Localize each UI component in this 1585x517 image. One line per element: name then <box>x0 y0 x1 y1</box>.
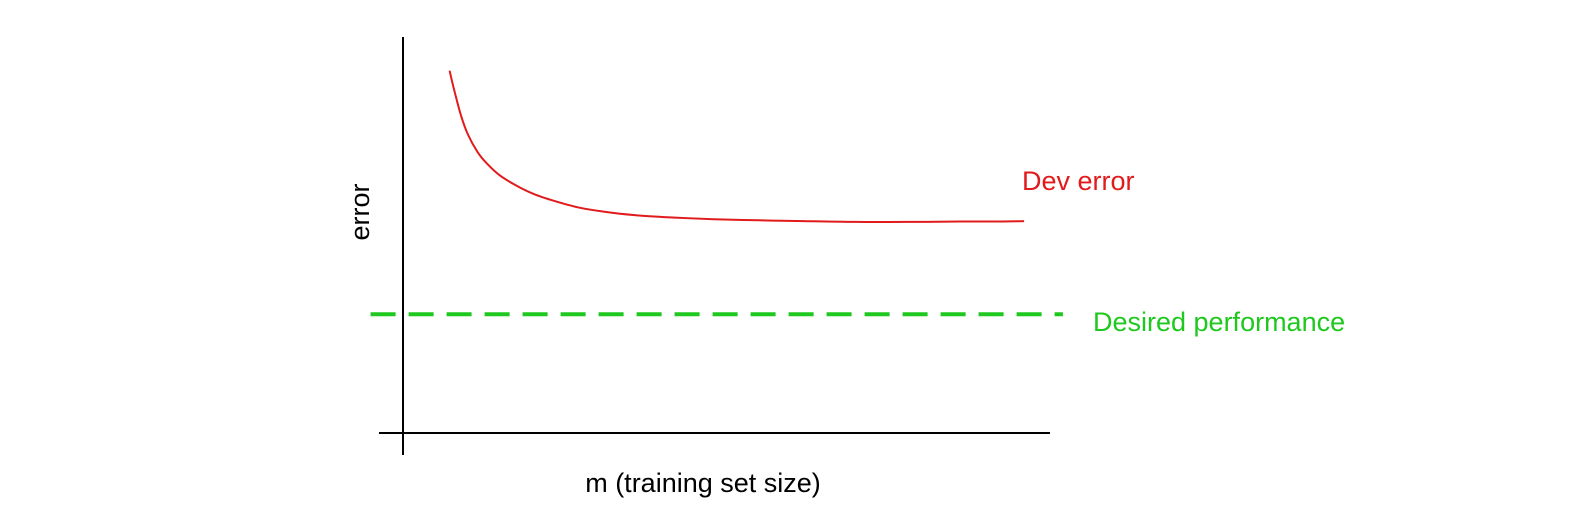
series-layer <box>370 70 1063 317</box>
series-label-dev-error: Dev error <box>1022 166 1135 196</box>
x-axis-label: m (training set size) <box>585 468 821 498</box>
series-label-desired-performance: Desired performance <box>1093 307 1345 337</box>
series-line-dev-error <box>448 70 1025 224</box>
y-axis-label: error <box>345 183 375 240</box>
